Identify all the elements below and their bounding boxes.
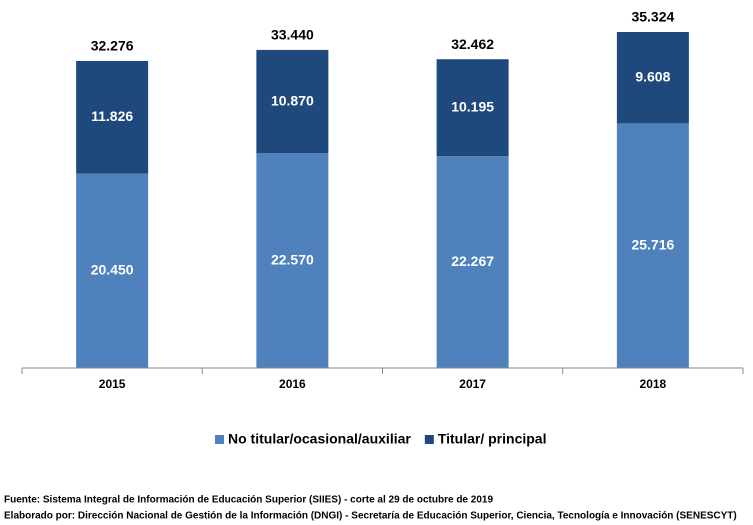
total-label: 32.276 bbox=[91, 38, 134, 54]
bar-segment bbox=[616, 123, 689, 369]
bar-segment bbox=[76, 60, 149, 174]
value-label: 20.450 bbox=[91, 261, 134, 277]
bar-segment bbox=[436, 156, 509, 368]
value-label: 22.570 bbox=[271, 251, 314, 267]
total-label: 33.440 bbox=[271, 27, 314, 43]
legend-label: Titular/ principal bbox=[438, 431, 547, 447]
legend-label: No titular/ocasional/auxiliar bbox=[228, 431, 411, 447]
value-label: 11.826 bbox=[91, 108, 133, 124]
bar-segment bbox=[256, 49, 329, 154]
bar-segment bbox=[256, 153, 329, 368]
x-tick-label: 2017 bbox=[459, 377, 486, 391]
x-tick-label: 2015 bbox=[99, 377, 126, 391]
bar-segment bbox=[76, 173, 149, 368]
bar-segment bbox=[616, 32, 689, 124]
credit-note: Elaborado por: Dirección Nacional de Ges… bbox=[4, 511, 737, 522]
x-tick-label: 2018 bbox=[640, 377, 667, 391]
value-label: 9.608 bbox=[635, 68, 670, 84]
legend-swatch bbox=[424, 435, 434, 444]
total-label: 35.324 bbox=[631, 9, 674, 25]
value-label: 25.716 bbox=[631, 236, 674, 252]
x-tick-label: 2016 bbox=[279, 377, 306, 391]
value-label: 22.267 bbox=[451, 253, 494, 269]
total-label: 32.462 bbox=[451, 36, 494, 52]
value-label: 10.870 bbox=[271, 92, 314, 108]
value-label: 10.195 bbox=[451, 98, 494, 114]
bar-segment bbox=[436, 59, 509, 157]
legend-swatch bbox=[215, 435, 224, 444]
source-note: Fuente: Sistema Integral de Información … bbox=[4, 495, 493, 506]
